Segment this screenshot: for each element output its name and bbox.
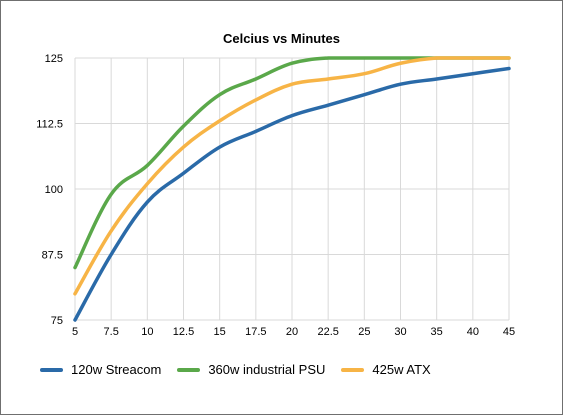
legend-label: 120w Streacom (71, 362, 162, 377)
x-tick-label: 5 (72, 326, 78, 338)
y-tick-label: 112.5 (36, 119, 63, 131)
series-line-3 (73, 56, 511, 296)
x-tick-label: 25 (358, 326, 370, 338)
legend-label: 425w ATX (372, 362, 431, 377)
chart-title: Celcius vs Minutes (222, 31, 341, 46)
legend-swatch (177, 367, 201, 372)
y-tick-label: 100 (45, 184, 63, 196)
legend-item: 425w ATX (341, 362, 431, 377)
x-tick-label: 15 (214, 326, 226, 338)
y-tick-label: 125 (45, 53, 63, 65)
x-tick-label: 22.5 (317, 326, 338, 338)
x-tick-label: 17.5 (245, 326, 266, 338)
legend-swatch (341, 367, 365, 372)
chart-legend: 120w Streacom 360w industrial PSU 425w ATX (40, 362, 447, 377)
x-tick-label: 7.5 (104, 326, 119, 338)
y-tick-label: 75 (51, 315, 63, 327)
x-tick-label: 35 (431, 326, 443, 338)
x-tick-label: 40 (467, 326, 479, 338)
legend-swatch (40, 367, 63, 372)
x-tick-label: 10 (141, 326, 153, 338)
legend-item: 120w Streacom (40, 362, 161, 377)
x-tick-label: 12.5 (173, 326, 194, 338)
legend-item: 360w industrial PSU (177, 362, 325, 377)
legend-label: 360w industrial PSU (208, 362, 326, 377)
x-tick-label: 20 (286, 326, 298, 338)
y-tick-label: 87.5 (42, 250, 63, 262)
x-tick-label: 30 (394, 326, 406, 338)
x-tick-label: 45 (503, 326, 515, 338)
series-line-1 (73, 66, 511, 322)
